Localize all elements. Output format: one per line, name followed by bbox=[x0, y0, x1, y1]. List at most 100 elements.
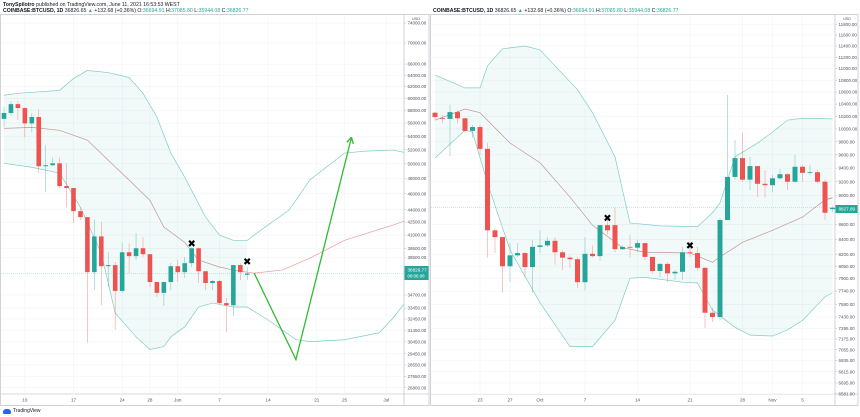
bollinger-upper-line bbox=[434, 45, 833, 227]
candle bbox=[822, 179, 828, 221]
candle-body bbox=[168, 266, 174, 283]
y-tick-label: 52000.00 bbox=[408, 147, 427, 152]
price-tag-background bbox=[835, 205, 858, 213]
candle-body bbox=[196, 248, 201, 272]
candle bbox=[217, 280, 222, 305]
candle-body bbox=[522, 253, 528, 268]
candle-body bbox=[792, 166, 798, 182]
candle-body bbox=[687, 252, 693, 254]
candle-body bbox=[15, 104, 21, 109]
tradingview-logo[interactable]: TradingView bbox=[3, 408, 41, 414]
candle-body bbox=[642, 243, 648, 257]
candle bbox=[133, 232, 139, 261]
x-tick-label: 10 bbox=[22, 398, 28, 403]
y-tick-label: 29450.00 bbox=[408, 351, 427, 356]
y-tick-label: 64000.00 bbox=[408, 73, 427, 78]
candle-body bbox=[29, 117, 35, 124]
candle bbox=[665, 262, 670, 283]
open-value: 36694.91 bbox=[572, 8, 595, 14]
candle bbox=[612, 207, 618, 253]
candle bbox=[680, 246, 685, 280]
candle bbox=[500, 237, 505, 293]
candle-body bbox=[85, 217, 90, 273]
y-tick-label: 7295.00 bbox=[839, 326, 856, 331]
y-tick-label: 9000.00 bbox=[839, 193, 856, 198]
candle-body bbox=[777, 174, 783, 179]
candle bbox=[650, 256, 655, 274]
candle-body bbox=[567, 257, 573, 260]
candle-body bbox=[485, 148, 490, 231]
y-tick-label: 41000.00 bbox=[408, 233, 427, 238]
x-tick-label: 7 bbox=[218, 398, 221, 403]
candle-body bbox=[36, 117, 42, 167]
candle bbox=[695, 246, 700, 271]
candle-body bbox=[224, 303, 229, 306]
candle bbox=[492, 228, 498, 254]
candle-body bbox=[762, 183, 768, 186]
candle bbox=[432, 112, 438, 121]
x-tick-label: 14 bbox=[635, 398, 641, 403]
y-tick-label: 26800.00 bbox=[408, 385, 427, 390]
candle-body bbox=[154, 282, 160, 293]
y-tick-label: 7430.00 bbox=[839, 315, 856, 320]
candle bbox=[447, 104, 453, 157]
candle-body bbox=[627, 246, 633, 248]
candle bbox=[597, 225, 603, 261]
close-value: 36826.77 bbox=[656, 8, 679, 14]
candle bbox=[755, 166, 760, 198]
candle bbox=[29, 112, 35, 133]
y-tick-label: 30450.00 bbox=[408, 339, 427, 344]
candle bbox=[740, 132, 745, 182]
candle bbox=[635, 240, 640, 253]
candle bbox=[455, 110, 460, 124]
candle-body bbox=[830, 207, 835, 210]
candle bbox=[672, 270, 678, 280]
candle bbox=[203, 271, 208, 290]
candle bbox=[522, 252, 528, 278]
x-tick-label: 17 bbox=[71, 398, 77, 403]
symbol: COINBASE:BTCUSD, 1D bbox=[433, 8, 494, 14]
change-arrow-icon: ▲ bbox=[87, 8, 93, 14]
candle-body bbox=[807, 172, 813, 173]
y-tick-label: 7055.00 bbox=[839, 347, 856, 352]
candle bbox=[762, 170, 768, 198]
last-price: 36826.65 bbox=[494, 8, 517, 14]
candle-body bbox=[717, 220, 723, 317]
candle bbox=[105, 252, 111, 287]
candle-body bbox=[515, 253, 520, 256]
candle-body bbox=[597, 225, 603, 257]
change: +132.68 (+0.36%) bbox=[94, 8, 136, 14]
symbol: COINBASE:BTCUSD, 1D bbox=[3, 8, 64, 14]
y-tick-label: 70000.00 bbox=[408, 41, 427, 46]
candle-body bbox=[605, 225, 610, 231]
candle bbox=[36, 109, 42, 174]
candle bbox=[43, 145, 48, 192]
candle-body bbox=[64, 186, 69, 188]
candle-body bbox=[545, 240, 550, 246]
x-tick-label: Jul bbox=[383, 398, 389, 403]
candle bbox=[747, 156, 753, 191]
x-tick-label: Jun bbox=[174, 398, 182, 403]
candle bbox=[530, 240, 535, 293]
candle bbox=[189, 247, 194, 268]
candle-body bbox=[725, 176, 730, 221]
y-tick-label: 62000.00 bbox=[408, 84, 427, 89]
candle bbox=[732, 139, 738, 180]
bollinger-upper-line bbox=[3, 70, 404, 241]
candle bbox=[507, 243, 513, 283]
candle bbox=[815, 170, 820, 184]
y-tick-label: 50000.00 bbox=[408, 161, 427, 166]
candle-body bbox=[210, 281, 215, 284]
candle-body bbox=[800, 166, 805, 173]
x-tick-label: 21 bbox=[687, 398, 693, 403]
x-tick-label: 5 bbox=[801, 398, 804, 403]
candle bbox=[785, 172, 790, 191]
candle-body bbox=[785, 174, 790, 182]
candle bbox=[567, 255, 573, 268]
y-tick-label: 11400.00 bbox=[839, 44, 858, 49]
last-price-tag: 8827.89 bbox=[835, 205, 858, 213]
y-tick-label: 8600.00 bbox=[839, 222, 856, 227]
candle-body bbox=[695, 253, 700, 268]
x-tick-label: 24 bbox=[120, 398, 126, 403]
